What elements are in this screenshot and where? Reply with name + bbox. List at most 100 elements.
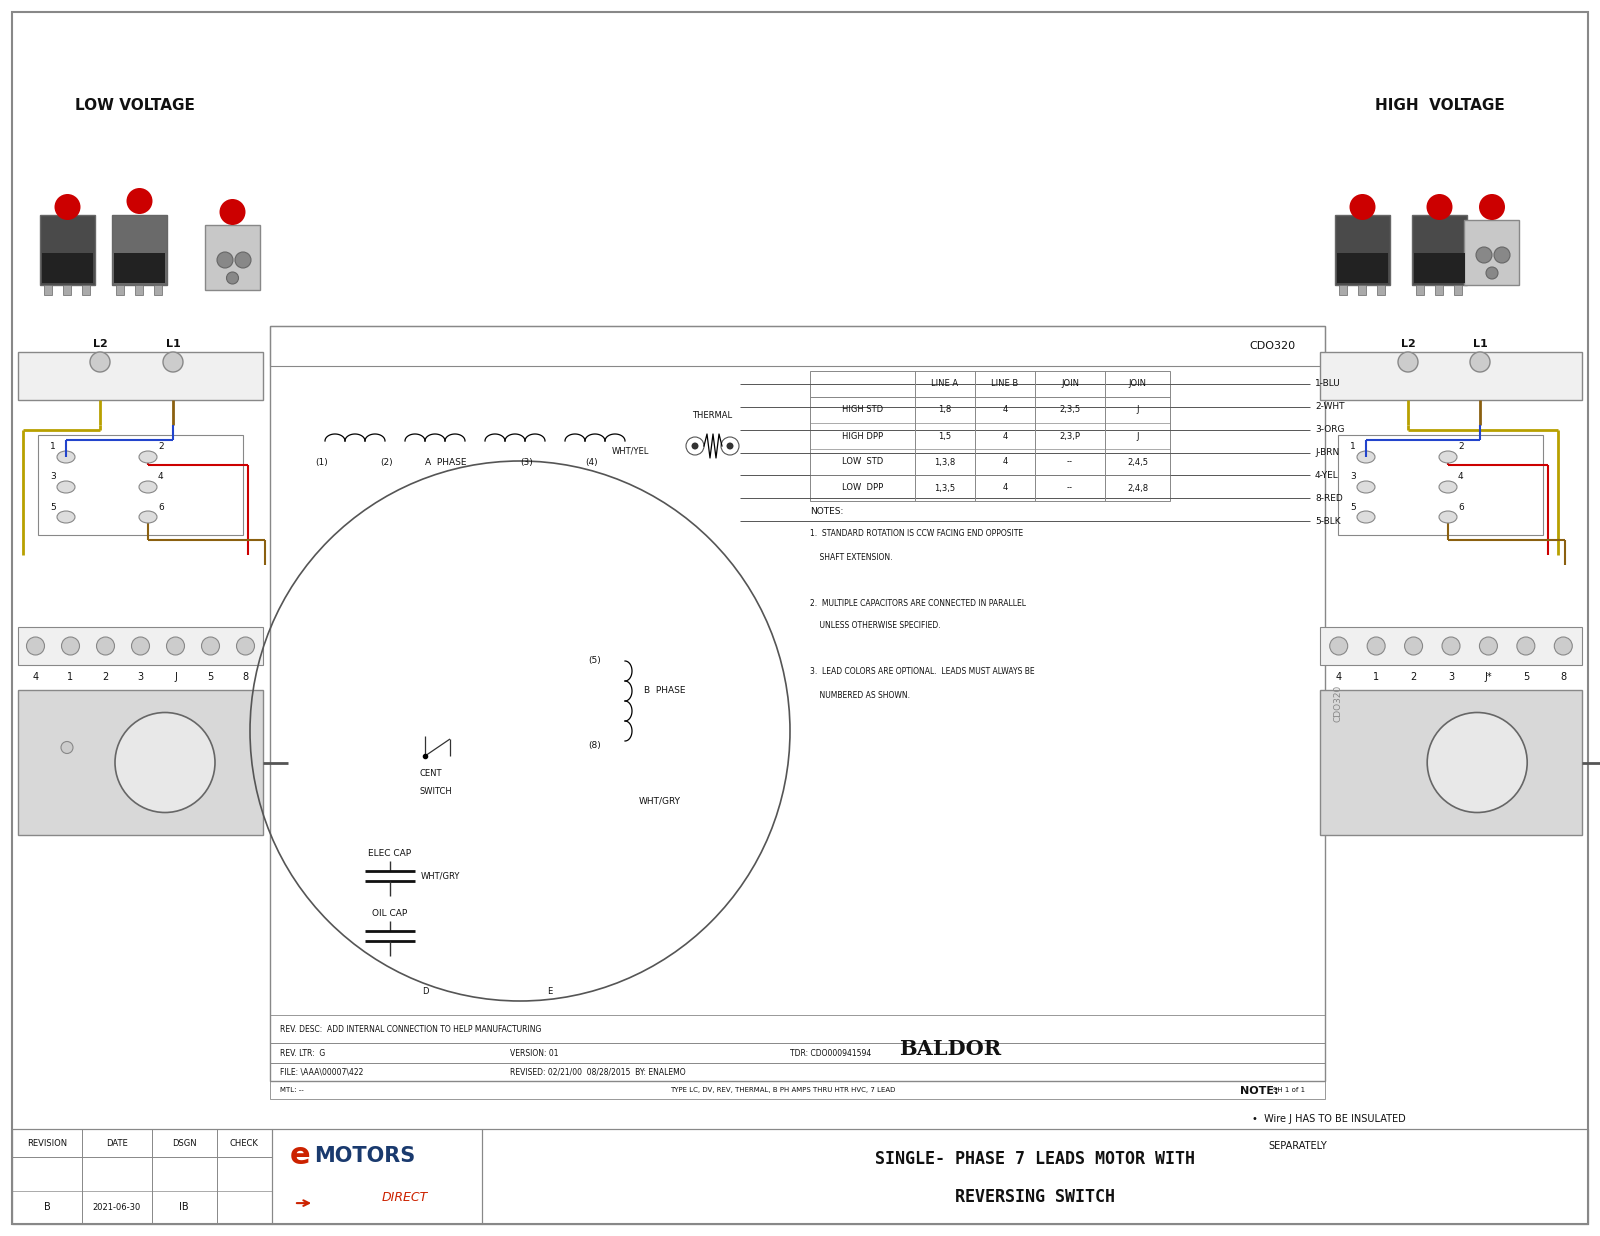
Text: J*: J*	[1485, 672, 1493, 682]
Text: 8-RED: 8-RED	[1315, 493, 1342, 503]
Ellipse shape	[139, 451, 157, 464]
Text: 2: 2	[158, 442, 163, 451]
Bar	[62, 286, 70, 295]
Circle shape	[1427, 194, 1453, 220]
Text: TYPE LC, DV, REV, THERMAL, B PH AMPS THRU HTR HVC, 7 LEAD: TYPE LC, DV, REV, THERMAL, B PH AMPS THR…	[670, 1086, 896, 1093]
Ellipse shape	[139, 481, 157, 493]
Text: 1: 1	[1373, 672, 1379, 682]
Text: D: D	[422, 986, 429, 995]
Circle shape	[1427, 712, 1526, 812]
Circle shape	[227, 272, 238, 284]
Circle shape	[235, 252, 251, 268]
Ellipse shape	[58, 451, 75, 464]
Circle shape	[54, 194, 80, 220]
Bar	[1339, 286, 1347, 295]
Text: DSGN: DSGN	[171, 1138, 197, 1147]
Bar	[38, 435, 243, 535]
Text: J: J	[1136, 431, 1139, 440]
Text: REVERSING SWITCH: REVERSING SWITCH	[955, 1188, 1115, 1206]
Bar	[154, 286, 162, 295]
Text: E: E	[547, 986, 552, 995]
Text: 4-YEL: 4-YEL	[1315, 471, 1339, 480]
Bar	[272, 1128, 482, 1224]
Bar	[1378, 286, 1386, 295]
Bar	[1454, 286, 1462, 295]
Circle shape	[1470, 352, 1490, 372]
Text: LOW  STD: LOW STD	[842, 457, 883, 466]
Text: SINGLE- PHASE 7 LEADS MOTOR WITH: SINGLE- PHASE 7 LEADS MOTOR WITH	[875, 1151, 1195, 1168]
Text: UNLESS OTHERWISE SPECIFIED.: UNLESS OTHERWISE SPECIFIED.	[810, 622, 941, 630]
Text: WHT/YEL: WHT/YEL	[611, 446, 648, 456]
Text: B  PHASE: B PHASE	[645, 686, 686, 696]
Text: 1-BLU: 1-BLU	[1315, 379, 1341, 388]
Circle shape	[1554, 637, 1573, 655]
Circle shape	[1494, 247, 1510, 263]
Text: (8): (8)	[589, 742, 602, 750]
Text: 4: 4	[1002, 431, 1008, 440]
Text: •  Wire J HAS TO BE INSULATED: • Wire J HAS TO BE INSULATED	[1251, 1114, 1406, 1124]
Text: 6: 6	[1458, 503, 1464, 512]
Bar	[18, 627, 262, 665]
Text: 2021-06-30: 2021-06-30	[93, 1203, 141, 1211]
Text: WHT/GRY: WHT/GRY	[421, 871, 459, 880]
Circle shape	[27, 637, 45, 655]
Text: SHAFT EXTENSION.: SHAFT EXTENSION.	[810, 552, 893, 561]
Bar	[482, 1128, 1587, 1224]
Bar	[13, 1128, 272, 1224]
Circle shape	[126, 188, 152, 214]
Text: 3: 3	[1350, 472, 1355, 482]
Text: 5-BLK: 5-BLK	[1315, 517, 1341, 525]
Text: LINE B: LINE B	[992, 379, 1019, 388]
Bar	[810, 371, 1170, 501]
Text: DIRECT: DIRECT	[382, 1192, 429, 1204]
Circle shape	[691, 442, 699, 450]
Text: REV. DESC:  ADD INTERNAL CONNECTION TO HELP MANUFACTURING: REV. DESC: ADD INTERNAL CONNECTION TO HE…	[280, 1025, 541, 1033]
Circle shape	[219, 199, 245, 225]
Bar	[18, 352, 262, 400]
Bar	[1320, 690, 1582, 836]
Text: SH 1 of 1: SH 1 of 1	[1274, 1086, 1306, 1093]
Circle shape	[131, 637, 149, 655]
Text: 5: 5	[1523, 672, 1530, 682]
Circle shape	[1478, 194, 1506, 220]
Bar	[1320, 627, 1582, 665]
Text: 3: 3	[50, 472, 56, 482]
Text: L1: L1	[1472, 339, 1488, 349]
Text: J: J	[1136, 405, 1139, 414]
Text: 3: 3	[138, 672, 144, 682]
Text: NOTES:: NOTES:	[810, 507, 843, 515]
Text: 2: 2	[1411, 672, 1416, 682]
Text: MTL: --: MTL: --	[280, 1086, 304, 1093]
Bar	[13, 1128, 1587, 1224]
Bar	[112, 215, 166, 286]
Bar	[40, 215, 94, 286]
Text: HIGH  VOLTAGE: HIGH VOLTAGE	[1374, 98, 1506, 112]
Text: 4: 4	[158, 472, 163, 482]
Ellipse shape	[1438, 481, 1458, 493]
Text: 4: 4	[1002, 405, 1008, 414]
Text: 1.  STANDARD ROTATION IS CCW FACING END OPPOSITE: 1. STANDARD ROTATION IS CCW FACING END O…	[810, 529, 1022, 539]
Text: NOTE:: NOTE:	[1240, 1086, 1278, 1096]
Text: 8: 8	[1560, 672, 1566, 682]
Ellipse shape	[139, 510, 157, 523]
Text: FILE: \AAA\00007\422: FILE: \AAA\00007\422	[280, 1068, 363, 1077]
Text: CENT: CENT	[419, 769, 443, 777]
Text: (3): (3)	[520, 459, 533, 467]
Circle shape	[163, 352, 182, 372]
Circle shape	[726, 442, 733, 450]
Text: 1: 1	[1350, 442, 1355, 451]
Bar	[1413, 215, 1467, 286]
Bar	[270, 1082, 1325, 1099]
Text: OIL CAP: OIL CAP	[373, 910, 408, 918]
Text: (5): (5)	[589, 656, 602, 665]
Circle shape	[218, 252, 234, 268]
Text: BALDOR: BALDOR	[899, 1039, 1002, 1059]
Text: REVISED: 02/21/00  08/28/2015  BY: ENALEMO: REVISED: 02/21/00 08/28/2015 BY: ENALEMO	[510, 1068, 686, 1077]
Circle shape	[1349, 194, 1376, 220]
Text: 4: 4	[32, 672, 38, 682]
Text: MOTORS: MOTORS	[314, 1146, 416, 1166]
Text: LOW VOLTAGE: LOW VOLTAGE	[75, 98, 195, 112]
Text: 3.  LEAD COLORS ARE OPTIONAL.  LEADS MUST ALWAYS BE: 3. LEAD COLORS ARE OPTIONAL. LEADS MUST …	[810, 667, 1035, 676]
Text: 5: 5	[50, 503, 56, 512]
Text: SEPARATELY: SEPARATELY	[1267, 1141, 1326, 1151]
